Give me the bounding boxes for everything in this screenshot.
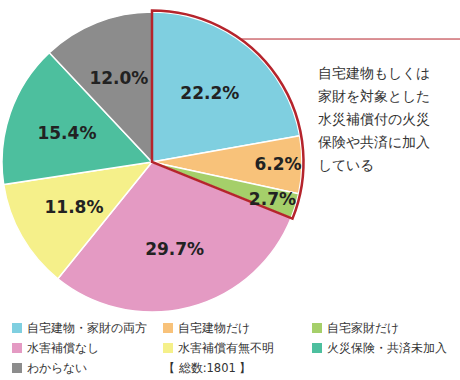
data-label: 11.8% bbox=[44, 197, 103, 217]
annotation: 自宅建物もしくは家財を対象とした水災補償付の火災保険や共済に加入している bbox=[318, 65, 430, 173]
legend-swatch bbox=[312, 323, 322, 333]
data-label: 15.4% bbox=[37, 123, 96, 143]
annotation-text: 家財を対象とした bbox=[318, 88, 430, 104]
pie: 22.2% 6.2% 2.7% 29.7% 11.8% 15.4% 12.0% bbox=[2, 11, 304, 313]
data-label: 2.7% bbox=[249, 189, 296, 209]
legend-label: 自宅建物・家財の両方 bbox=[27, 321, 147, 335]
legend-label: 水害補償有無不明 bbox=[178, 341, 274, 355]
annotation-text: 水災補償付の火災 bbox=[318, 111, 430, 127]
data-label: 6.2% bbox=[254, 154, 301, 174]
legend-swatch bbox=[12, 323, 22, 333]
annotation-line bbox=[241, 39, 460, 40]
note: 【 総数:1801 】 bbox=[163, 361, 251, 375]
annotation-text: している bbox=[318, 157, 374, 173]
legend-label: わからない bbox=[27, 361, 87, 375]
data-label: 29.7% bbox=[145, 239, 204, 259]
annotation-text: 自宅建物もしくは bbox=[318, 65, 430, 81]
data-label: 12.0% bbox=[89, 68, 148, 88]
annotation-text: 保険や共済に加入 bbox=[318, 134, 430, 150]
legend-swatch bbox=[163, 343, 173, 353]
legend-label: 水害補償なし bbox=[27, 341, 99, 355]
data-label: 22.2% bbox=[180, 83, 239, 103]
highlight-outline bbox=[152, 11, 304, 219]
chart: 22.2% 6.2% 2.7% 29.7% 11.8% 15.4% 12.0% 自宅建物もしく… bbox=[0, 0, 460, 380]
legend-label: 自宅建物だけ bbox=[178, 321, 250, 335]
legend-swatch bbox=[12, 363, 22, 373]
legend: 自宅建物・家財の両方 自宅建物だけ 自宅家財だけ水害補償なし 水害補償有無不明 火災保険… bbox=[12, 321, 447, 375]
legend-label: 自宅家財だけ bbox=[327, 321, 399, 335]
legend-label: 火災保険・共済未加入 bbox=[327, 341, 447, 355]
legend-swatch bbox=[12, 343, 22, 353]
legend-swatch bbox=[163, 323, 173, 333]
legend-swatch bbox=[312, 343, 322, 353]
